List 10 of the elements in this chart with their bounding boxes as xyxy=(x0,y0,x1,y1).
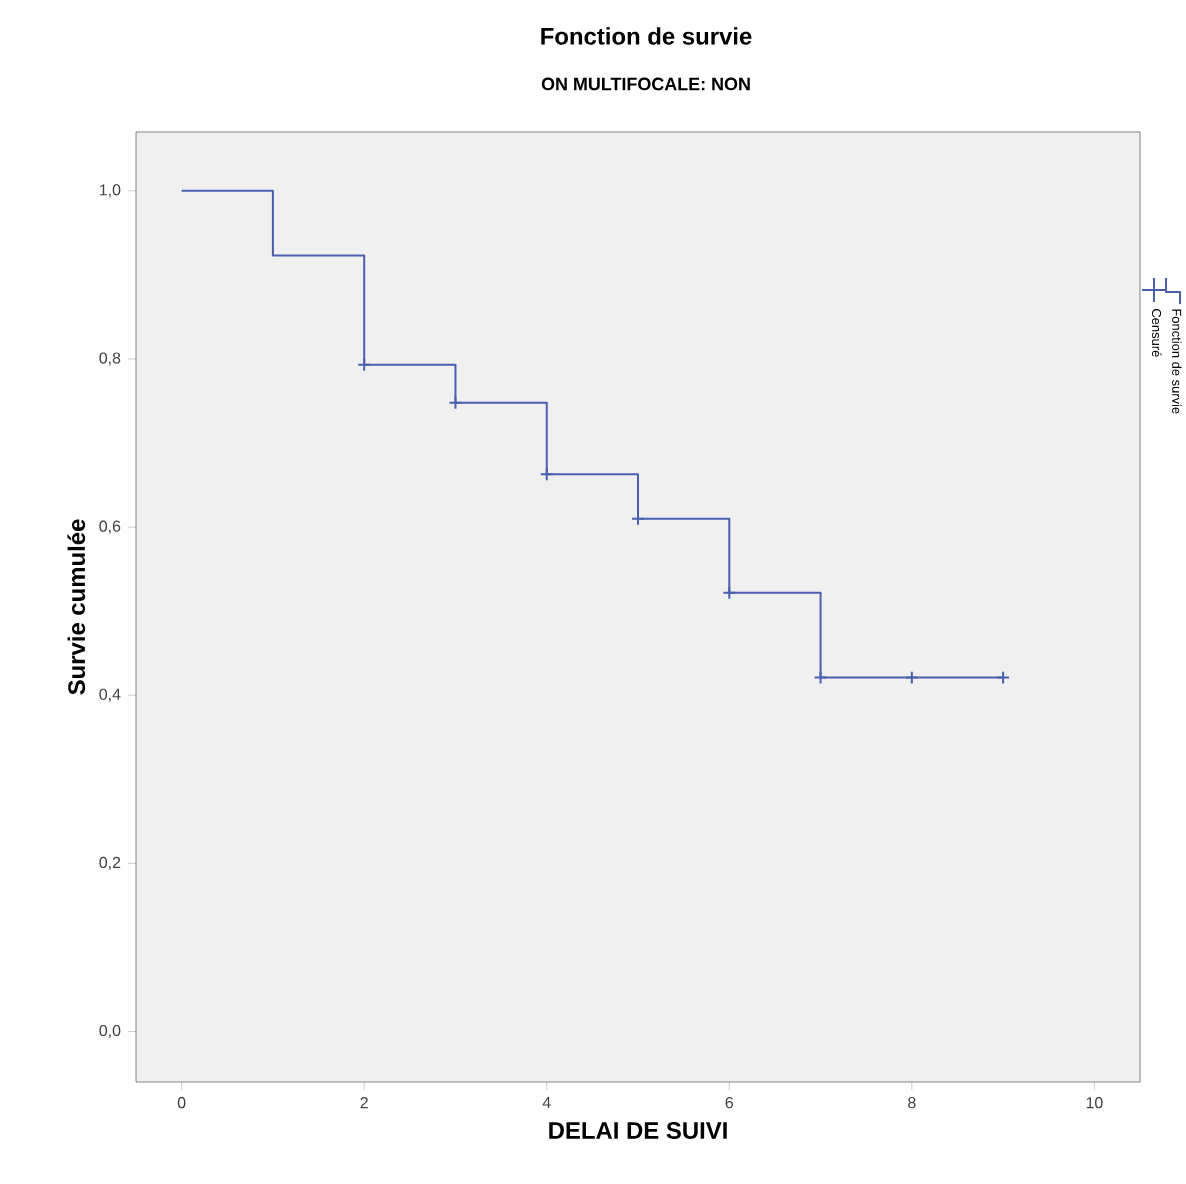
point xyxy=(722,585,737,600)
point xyxy=(448,395,463,410)
point xyxy=(539,467,554,482)
chart-title: Fonction de survie xyxy=(541,27,752,45)
chart-subtitle: ON MULTIFOCALE: NON xyxy=(541,77,750,91)
x-axis-title: DELAI DE SUIVI xyxy=(549,1122,727,1139)
point xyxy=(813,670,828,685)
point xyxy=(357,357,372,372)
y-axis-title: Survie cumulée xyxy=(67,519,86,695)
point xyxy=(904,670,919,685)
